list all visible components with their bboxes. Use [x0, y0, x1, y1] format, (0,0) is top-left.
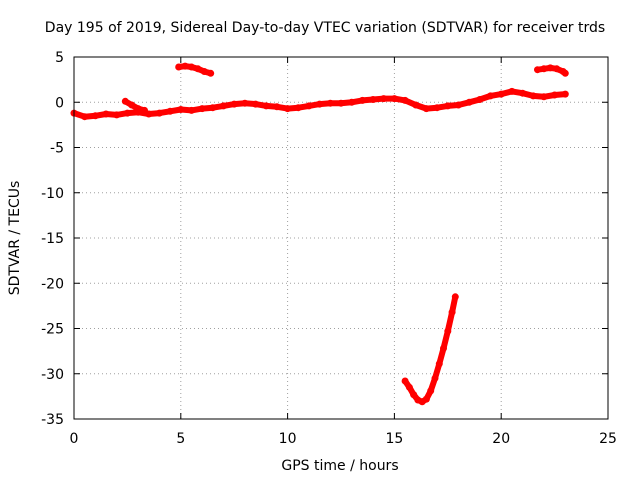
data-point	[431, 374, 439, 382]
data-point	[465, 98, 473, 106]
data-point	[534, 66, 541, 74]
data-point	[380, 95, 388, 103]
data-point	[422, 105, 430, 113]
data-point	[369, 96, 377, 103]
data-point	[337, 99, 345, 107]
x-tick-label: 10	[279, 431, 297, 447]
data-point	[444, 327, 452, 335]
data-point	[540, 65, 548, 73]
grid	[74, 57, 608, 419]
data-point	[181, 62, 189, 70]
data-point	[561, 69, 569, 77]
data-point	[487, 92, 494, 100]
y-tick-label: -20	[41, 276, 64, 292]
data-point	[401, 377, 409, 385]
x-tick-label: 5	[176, 431, 185, 447]
data-marks	[70, 62, 569, 406]
data-point	[252, 100, 260, 108]
data-point	[448, 308, 456, 316]
data-point	[305, 102, 313, 110]
data-point	[220, 102, 227, 110]
data-point	[155, 109, 163, 117]
data-point	[358, 96, 366, 104]
y-tick-label: -30	[41, 367, 64, 383]
data-point	[134, 105, 142, 113]
data-point	[444, 102, 452, 110]
data-point	[405, 383, 413, 391]
data-point	[121, 97, 129, 105]
data-point	[412, 101, 420, 109]
data-point	[198, 105, 206, 113]
chart-title: Day 195 of 2019, Sidereal Day-to-day VTE…	[45, 20, 605, 36]
data-point	[241, 99, 249, 107]
data-point	[188, 63, 195, 71]
data-point	[561, 90, 569, 98]
data-point	[81, 113, 89, 121]
x-tick-label: 0	[70, 431, 79, 447]
data-point	[230, 100, 238, 108]
y-tick-label: -15	[41, 231, 64, 247]
data-point	[188, 106, 195, 114]
data-point	[497, 90, 505, 98]
data-point	[175, 63, 183, 71]
data-point	[326, 99, 334, 107]
data-point	[348, 98, 356, 106]
data-point	[128, 101, 136, 109]
data-point	[102, 110, 110, 118]
data-point	[390, 95, 398, 103]
data-point	[284, 105, 292, 113]
data-point	[476, 96, 484, 103]
data-point	[200, 68, 208, 75]
x-tick-label: 15	[385, 431, 403, 447]
data-point	[540, 93, 548, 101]
data-point	[194, 65, 202, 73]
data-point	[546, 64, 554, 72]
data-point	[262, 102, 270, 110]
data-point	[519, 89, 527, 97]
data-point	[207, 69, 215, 77]
data-point	[435, 360, 443, 368]
data-point	[123, 109, 131, 117]
data-point	[113, 111, 121, 119]
data-point	[422, 395, 430, 403]
data-point	[294, 104, 302, 112]
data-point	[401, 96, 409, 104]
x-tick-label: 20	[492, 431, 510, 447]
data-point	[551, 91, 559, 99]
y-tick-label: -35	[41, 412, 64, 428]
axis-ticks: 0 5 10 15 20 25 5 0 -5 -10 -15 -20 -25 -30 -35	[41, 50, 617, 447]
data-point	[316, 100, 324, 108]
data-point	[529, 92, 537, 100]
data-point	[141, 106, 148, 114]
data-point	[209, 104, 217, 112]
y-tick-label: -10	[41, 186, 64, 202]
y-axis-label: SDTVAR / TECUs	[7, 181, 23, 296]
data-point	[91, 112, 99, 120]
y-tick-label: 0	[55, 95, 64, 111]
y-tick-label: -5	[50, 141, 64, 157]
y-tick-label: 5	[55, 50, 64, 66]
data-point	[177, 106, 185, 113]
data-point	[410, 391, 418, 399]
data-point	[433, 104, 441, 112]
x-tick-label: 25	[599, 431, 617, 447]
data-point	[427, 387, 435, 395]
data-point	[273, 103, 281, 111]
y-tick-label: -25	[41, 322, 64, 338]
data-point	[455, 101, 462, 109]
data-point	[553, 65, 561, 73]
data-point	[451, 293, 459, 301]
data-point	[440, 344, 447, 352]
data-point	[166, 107, 174, 115]
x-axis-label: GPS time / hours	[281, 458, 398, 474]
data-point	[508, 87, 516, 95]
